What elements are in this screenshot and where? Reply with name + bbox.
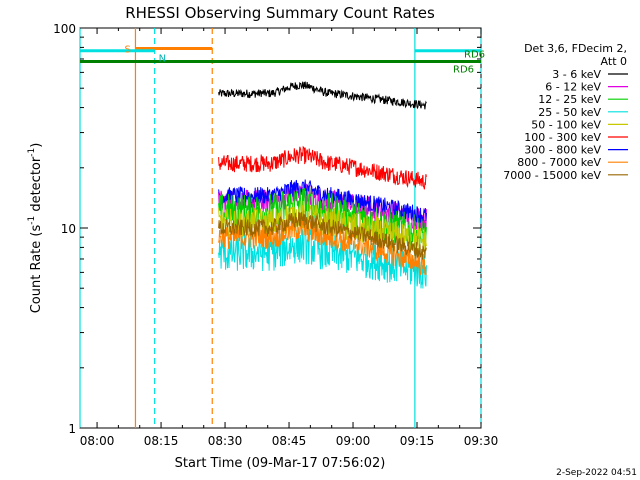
series-line: [218, 187, 427, 255]
footer-date: 2-Sep-2022 04:51: [556, 468, 637, 478]
axes: 08:00 08:15 08:30 08:45 09:00 09:15 09:30 1 10 10…: [53, 22, 498, 448]
series-group: [218, 81, 427, 289]
legend-entry-label: 300 - 800 keV: [524, 144, 601, 157]
legend-header-2: Att 0: [601, 55, 627, 68]
x-tick-label: 08:45: [272, 434, 307, 448]
y-tick-label: 10: [61, 222, 76, 236]
x-tick-label: 09:15: [400, 434, 435, 448]
y-label-sup1: -1: [27, 216, 37, 225]
series-line: [218, 179, 427, 223]
series-line: [218, 81, 427, 110]
series-line: [218, 145, 427, 190]
y-tick-label: 100: [53, 22, 76, 36]
x-tick-label: 08:30: [208, 434, 243, 448]
x-tick-label: 09:30: [464, 434, 499, 448]
legend-entry-label: 25 - 50 keV: [538, 106, 601, 119]
y-label-sup2: -1: [27, 148, 37, 157]
legend-entry-label: 12 - 25 keV: [538, 93, 601, 106]
rd-label-left: RD6: [453, 64, 474, 75]
y-tick-label: 1: [68, 422, 76, 436]
legend-entry-label: 3 - 6 keV: [552, 68, 601, 81]
x-tick-label: 08:15: [144, 434, 179, 448]
night-label: N: [159, 54, 166, 65]
x-tick-label: 08:00: [80, 434, 115, 448]
x-tick-label: 09:00: [336, 434, 371, 448]
saa-label: S: [124, 44, 130, 55]
legend-entry-label: 6 - 12 keV: [545, 81, 601, 94]
legend-entry-label: 800 - 7000 keV: [517, 156, 601, 169]
y-label-mid: detector: [29, 156, 44, 216]
legend-entry-label: 7000 - 15000 keV: [503, 169, 601, 182]
legend-header-1: Det 3,6, FDecim 2,: [524, 42, 627, 55]
rd-label-right: RD6: [464, 49, 485, 60]
chart-title: RHESSI Observing Summary Count Rates: [125, 4, 435, 22]
x-axis-label: Start Time (09-Mar-17 07:56:02): [175, 456, 386, 471]
legend-entry-label: 100 - 300 keV: [524, 131, 601, 144]
y-label-main: Count Rate (s: [29, 225, 44, 314]
y-axis-label: Count Rate (s-1 detector-1): [27, 143, 44, 314]
y-label-end: ): [29, 143, 44, 148]
legend-entry-label: 50 - 100 keV: [531, 118, 601, 131]
series-line: [218, 211, 427, 260]
